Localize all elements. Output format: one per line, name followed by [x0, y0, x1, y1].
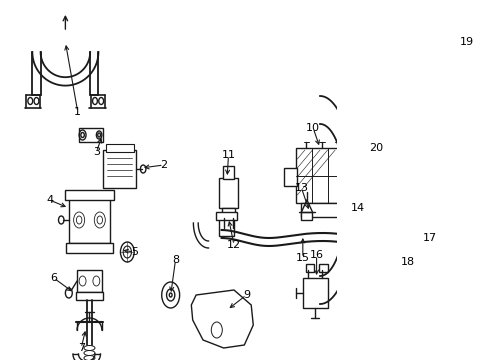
Text: 3: 3: [93, 147, 100, 157]
Bar: [301, 203, 339, 217]
Text: 8: 8: [172, 255, 179, 265]
Bar: [306, 264, 314, 272]
Text: 13: 13: [294, 183, 308, 193]
Bar: [216, 212, 237, 220]
Text: 14: 14: [351, 203, 365, 213]
Bar: [219, 178, 238, 208]
Text: 17: 17: [422, 233, 437, 243]
Bar: [301, 212, 313, 220]
Bar: [79, 128, 102, 142]
Text: 7: 7: [77, 343, 85, 353]
Text: 10: 10: [306, 123, 320, 133]
Ellipse shape: [84, 346, 95, 351]
Text: 9: 9: [243, 290, 250, 300]
Bar: [69, 198, 110, 243]
Ellipse shape: [405, 238, 432, 262]
Text: 19: 19: [460, 37, 474, 47]
Text: 16: 16: [310, 250, 323, 260]
Text: 6: 6: [50, 273, 57, 283]
Text: 2: 2: [160, 160, 168, 170]
Bar: [303, 278, 328, 308]
Bar: [76, 292, 103, 300]
Bar: [77, 270, 102, 292]
Bar: [219, 218, 234, 236]
Bar: [284, 168, 297, 186]
Text: 12: 12: [227, 240, 241, 250]
Bar: [66, 243, 113, 253]
Text: 1: 1: [74, 107, 81, 117]
Bar: [103, 150, 136, 188]
Bar: [106, 144, 133, 152]
Text: 11: 11: [221, 150, 236, 160]
Bar: [435, 44, 446, 56]
Text: 4: 4: [46, 195, 53, 205]
Text: 15: 15: [296, 253, 310, 263]
Text: 18: 18: [400, 257, 415, 267]
Ellipse shape: [84, 351, 95, 356]
Text: 5: 5: [131, 247, 138, 257]
Polygon shape: [191, 290, 253, 348]
Bar: [221, 208, 235, 218]
Text: 20: 20: [368, 143, 383, 153]
Bar: [319, 264, 328, 272]
Bar: [65, 190, 114, 200]
Ellipse shape: [84, 356, 95, 360]
Bar: [296, 148, 344, 203]
Bar: [223, 166, 234, 179]
